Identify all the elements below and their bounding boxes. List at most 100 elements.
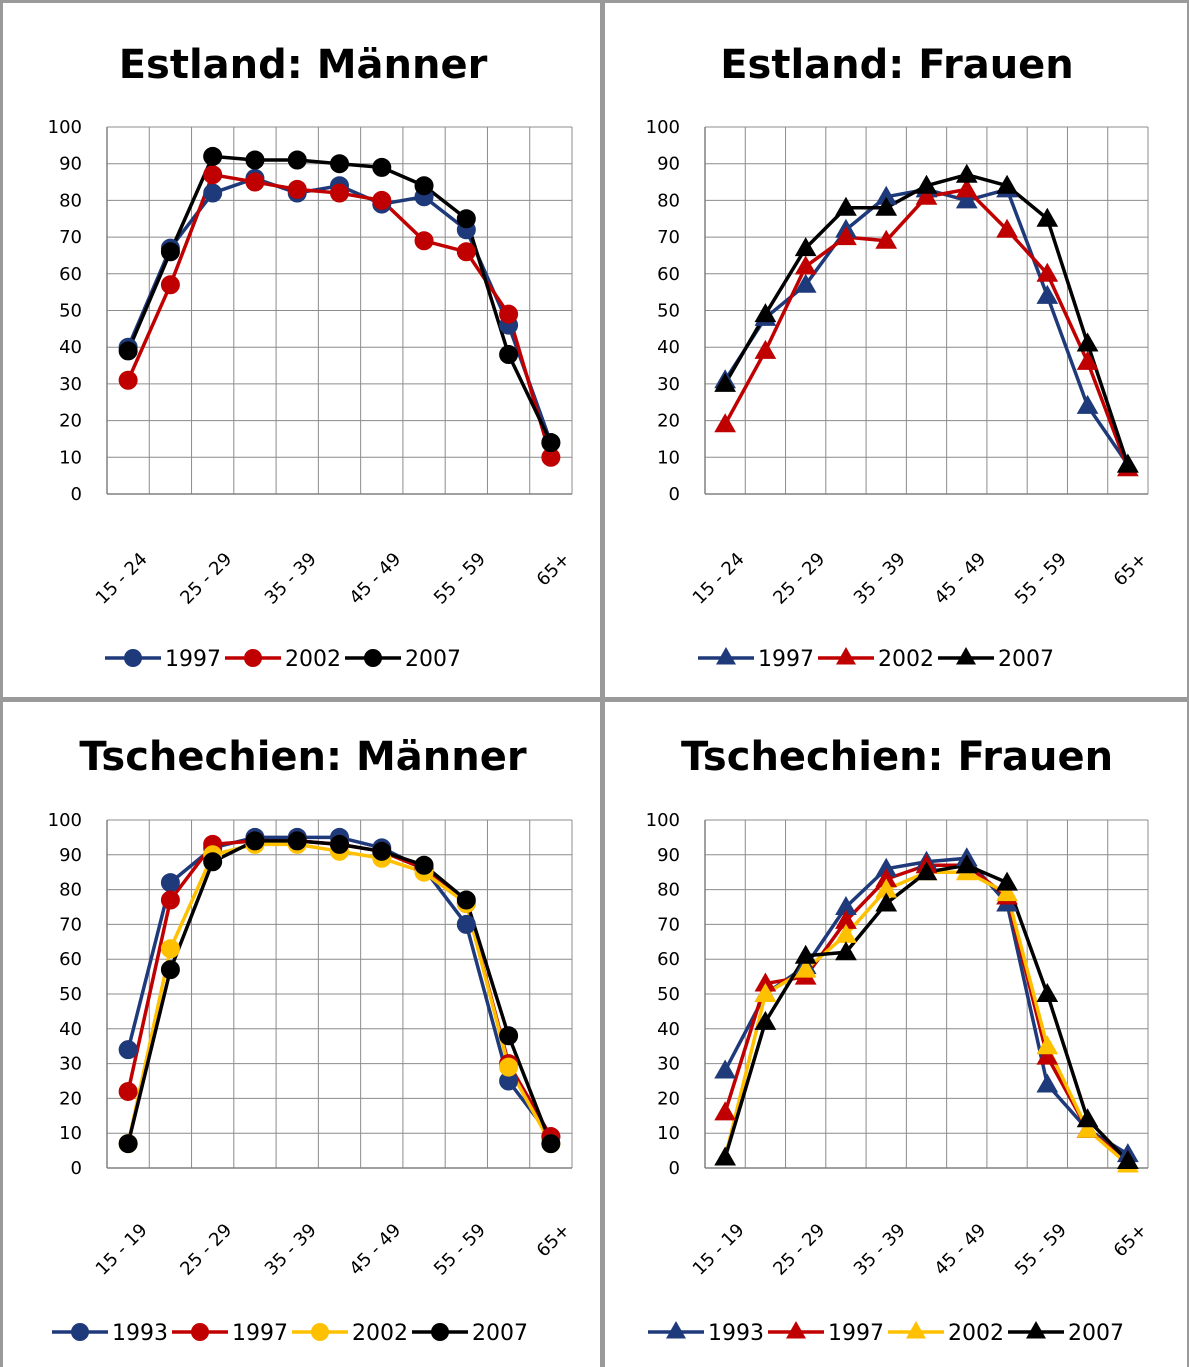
y-tick-label: 80 [59,880,82,901]
x-tick-label: 45 - 49 [930,549,990,609]
y-tick-label: 90 [59,154,82,175]
data-point-2007 [1117,453,1139,473]
legend-marker-2007 [364,649,382,667]
data-point-1997 [160,890,180,910]
data-point-2002 [118,370,138,390]
data-point-2007 [330,834,349,854]
data-point-2007 [118,1134,138,1154]
data-point-1997 [118,1081,138,1101]
y-tick-label: 20 [59,1088,82,1109]
data-point-2007 [245,831,265,851]
chart-estland-maenner: Estland: Männer 0 10 20 30 40 50 60 70 80 90 100 15 … [48,42,575,672]
legend-label-2002: 2002 [285,647,341,672]
data-point-2002 [287,179,307,199]
y-tick-label: 80 [59,190,82,211]
x-tick-label: 15 - 24 [689,549,749,609]
y-tick-label: 10 [657,447,680,468]
data-point-2007 [203,852,223,872]
y-tick-label: 40 [657,337,680,358]
data-point-2002 [794,255,817,275]
y-tick-label: 90 [657,154,680,175]
y-tick-label: 80 [657,190,680,211]
legend-label-2002: 2002 [948,1321,1004,1346]
y-tick-label: 90 [59,845,82,866]
data-point-2002 [160,275,180,295]
y-tick-label: 0 [669,1158,680,1179]
y-tick-label: 90 [657,845,680,866]
y-tick-label: 40 [59,1019,82,1040]
data-point-2007 [499,1026,519,1046]
data-point-2007 [160,960,180,980]
legend-marker-2002 [244,649,262,667]
chart-estland-frauen: Estland: Frauen 0 10 20 30 40 50 60 70 80 90 100 15 … [646,42,1152,672]
data-point-2007 [245,150,265,170]
chart-panel-estland-maenner: Estland: Männer 0 10 20 30 40 50 60 70 80 90 100 15 … [0,0,598,695]
data-point-2007 [875,196,898,216]
y-tick-label: 60 [657,264,680,285]
legend-marker-1993 [666,1321,686,1339]
panel-border-top [0,0,1189,3]
data-point-2007 [541,1134,561,1154]
data-point-1997 [1036,1045,1059,1065]
data-point-2002 [203,165,223,185]
data-point-2007 [287,150,307,170]
y-tick-label: 10 [59,1123,82,1144]
y-tick-label: 40 [657,1019,680,1040]
panel-border-left [0,0,3,1367]
data-point-2007 [372,841,392,861]
data-point-2007 [754,303,777,323]
x-tick-label: 55 - 59 [430,549,490,609]
x-tick-label: 45 - 49 [930,1220,990,1280]
y-tick-label: 100 [646,810,680,831]
data-point-2007 [541,433,561,453]
data-point-1993 [1036,1073,1059,1093]
y-tick-label: 40 [59,337,82,358]
data-point-2007 [955,854,978,874]
legend-marker-1993 [71,1323,89,1341]
data-point-2007 [794,237,817,257]
y-tick-label: 10 [657,1123,680,1144]
y-tick-label: 30 [59,1054,82,1075]
data-point-1997 [714,1101,736,1121]
data-point-1993 [714,1059,736,1079]
x-tick-label: 55 - 59 [1011,1220,1071,1280]
data-point-2002 [835,226,857,246]
legend-label-1993: 1993 [708,1321,764,1346]
chart-panel-tschechien-maenner: Tschechien: Männer 0 10 20 30 40 50 60 70 80 90 100… [0,703,598,1367]
data-point-2002 [1036,1035,1059,1055]
legend-label-2002: 2002 [352,1321,408,1346]
data-point-2007 [499,345,519,365]
legend-label-2002: 2002 [878,647,934,672]
y-tick-label: 0 [71,484,82,505]
legend-label-1993: 1993 [112,1321,168,1346]
legend-label-1997: 1997 [165,647,221,672]
y-tick-label: 30 [657,1054,680,1075]
y-tick-label: 70 [657,914,680,935]
y-tick-label: 0 [669,484,680,505]
x-tick-label: 55 - 59 [430,1220,490,1280]
legend-label-2007: 2007 [405,647,461,672]
data-point-2007 [754,1010,777,1030]
chart-tschechien-frauen: Tschechien: Frauen 0 10 20 30 40 50 60 70 80 90 100… [646,734,1152,1346]
data-point-2007 [1117,1150,1139,1170]
data-point-2002 [754,339,777,359]
data-point-2007 [915,174,938,194]
data-point-1993 [160,873,180,893]
data-point-2002 [996,218,1018,238]
legend-label-2007: 2007 [1068,1321,1124,1346]
x-tick-label: 55 - 59 [1011,549,1071,609]
data-point-1997 [203,183,223,203]
legend-marker-2007 [431,1323,449,1341]
legend-label-1997: 1997 [758,647,814,672]
data-point-2007 [875,892,898,912]
y-tick-label: 50 [59,301,82,322]
y-tick-label: 10 [59,447,82,468]
x-tick-label: 35 - 39 [850,549,910,609]
x-tick-label: 35 - 39 [261,549,321,609]
legend-label-2007: 2007 [472,1321,528,1346]
x-tick-label: 25 - 29 [176,549,236,609]
data-point-2007 [714,372,736,392]
x-tick-label: 25 - 29 [769,1220,829,1280]
data-point-2002 [875,229,898,249]
y-tick-label: 50 [657,984,680,1005]
